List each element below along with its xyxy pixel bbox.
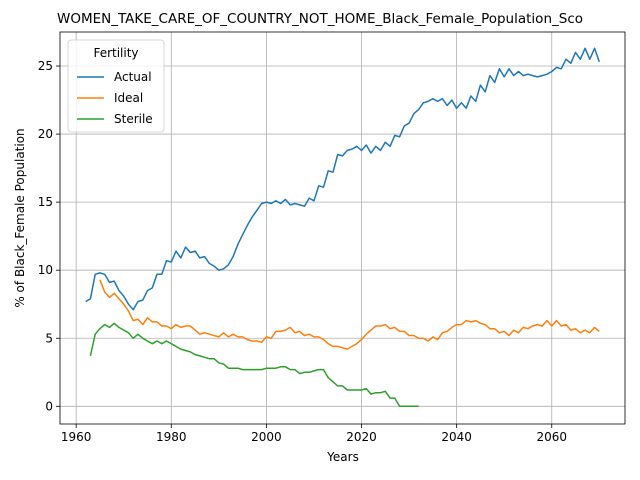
x-tick-label: 2040 bbox=[441, 430, 472, 444]
y-tick-label: 5 bbox=[45, 331, 53, 345]
series-line-actual bbox=[85, 47, 601, 311]
series-line-ideal bbox=[99, 279, 600, 350]
x-tick-label: 2060 bbox=[536, 430, 567, 444]
y-tick-label: 10 bbox=[38, 263, 53, 277]
y-tick-label: 15 bbox=[38, 195, 53, 209]
x-axis-label: Years bbox=[326, 450, 359, 464]
x-tick-label: 1980 bbox=[156, 430, 187, 444]
legend-label-ideal: Ideal bbox=[114, 91, 143, 105]
series-lines bbox=[85, 47, 601, 408]
x-tick-label: 2020 bbox=[346, 430, 377, 444]
legend-entries: Actual Ideal Sterile bbox=[77, 70, 153, 126]
legend-label-sterile: Sterile bbox=[114, 112, 153, 126]
x-axis-ticks: 1960 1980 2000 2020 2040 2060 bbox=[61, 424, 567, 444]
x-tick-label: 2000 bbox=[251, 430, 282, 444]
legend: Fertility Actual Ideal Sterile bbox=[67, 39, 165, 133]
chart-title: WOMEN_TAKE_CARE_OF_COUNTRY_NOT_HOME_Blac… bbox=[57, 11, 583, 27]
y-axis-label: % of Black_Female Population bbox=[13, 128, 27, 307]
x-tick-label: 1960 bbox=[61, 430, 92, 444]
legend-box bbox=[67, 39, 165, 133]
y-axis-ticks: 0 5 10 15 20 25 bbox=[38, 59, 60, 413]
y-tick-label: 20 bbox=[38, 127, 53, 141]
y-tick-label: 0 bbox=[45, 399, 53, 413]
y-tick-label: 25 bbox=[38, 59, 53, 73]
series-line-sterile bbox=[89, 322, 419, 408]
legend-label-actual: Actual bbox=[114, 70, 152, 84]
legend-title: Fertility bbox=[93, 46, 138, 60]
plot-frame bbox=[59, 31, 626, 425]
